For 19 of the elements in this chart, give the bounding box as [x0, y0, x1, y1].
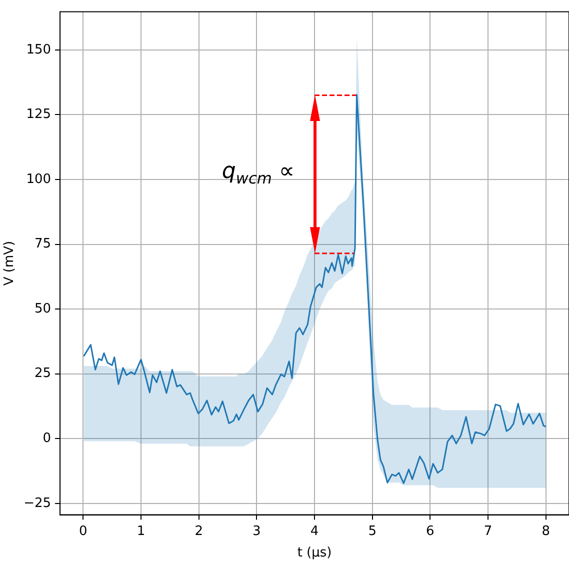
x-tick-label: 4 — [310, 524, 319, 539]
y-tick-label: 25 — [34, 366, 52, 382]
x-tick-label: 0 — [79, 524, 88, 539]
x-tick-label: 5 — [368, 524, 376, 539]
x-tick-label: 1 — [136, 524, 146, 539]
x-tick-label: 2 — [194, 524, 203, 539]
x-tick-label: 3 — [252, 524, 261, 539]
x-tick-label: 6 — [426, 524, 434, 539]
y-axis-title: V (mV) — [2, 240, 18, 286]
y-tick-label: 0 — [42, 430, 52, 446]
x-tick-label: 7 — [484, 524, 492, 539]
y-tick-label: 125 — [26, 107, 52, 122]
y-tick-label: −25 — [24, 496, 52, 511]
y-tick-label: 100 — [26, 172, 52, 187]
x-axis-title: t (μs) — [297, 546, 332, 561]
x-tick-label: 8 — [542, 524, 550, 539]
y-tick-label: 50 — [34, 301, 52, 316]
y-tick-label: 150 — [26, 42, 52, 58]
y-tick-label: 75 — [34, 236, 52, 252]
